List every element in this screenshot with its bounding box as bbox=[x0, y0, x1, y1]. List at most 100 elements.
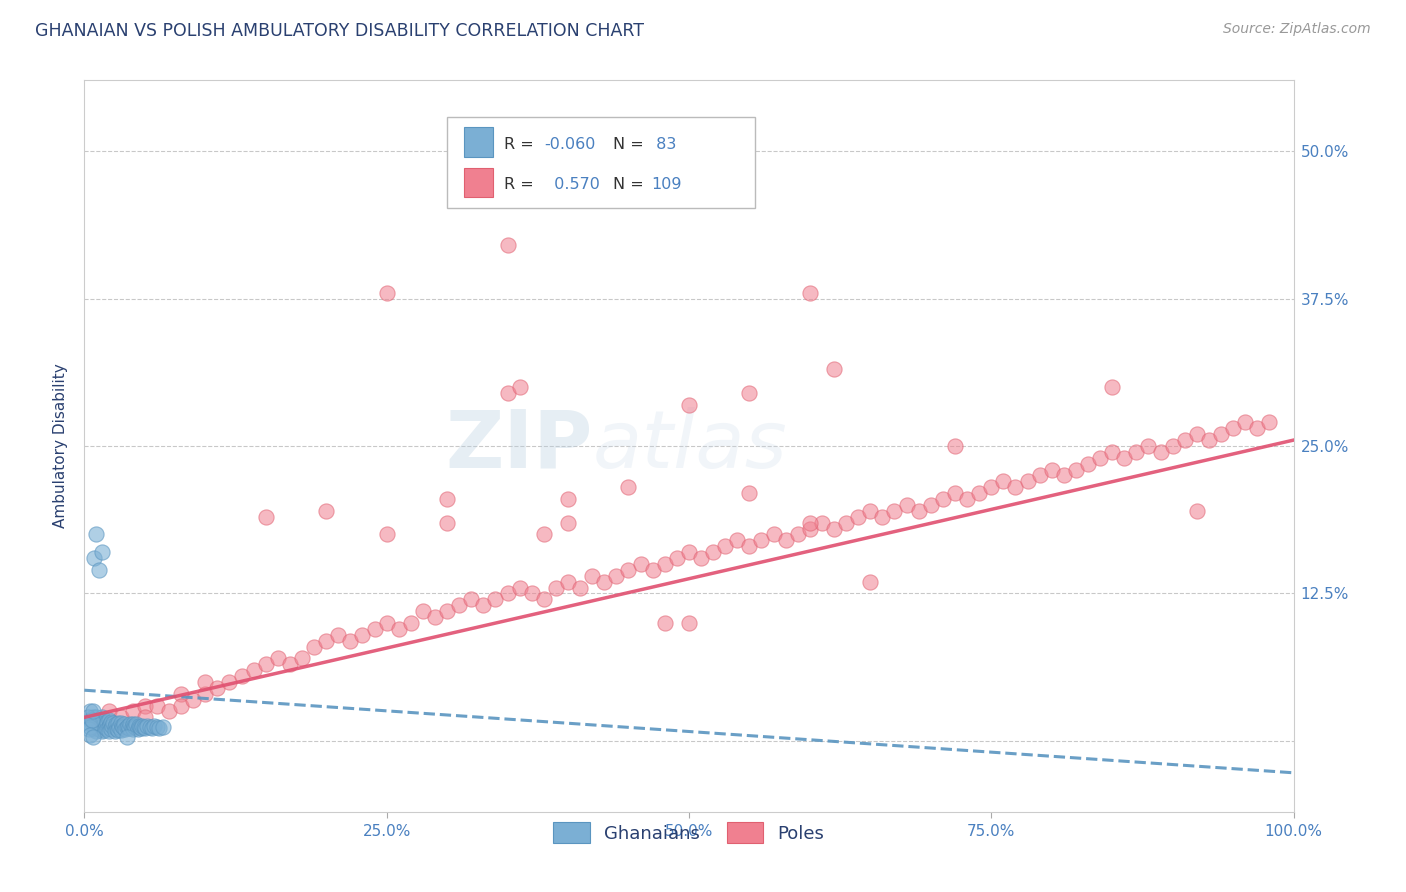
Point bbox=[328, 628, 350, 642]
Point bbox=[678, 545, 700, 559]
Point bbox=[80, 716, 103, 731]
Point bbox=[1209, 427, 1232, 442]
Point bbox=[143, 718, 166, 732]
Point bbox=[665, 551, 688, 566]
Text: -0.060: -0.060 bbox=[544, 136, 595, 152]
Point bbox=[83, 551, 105, 566]
Point bbox=[1149, 445, 1171, 459]
Point bbox=[302, 640, 325, 654]
Point bbox=[581, 568, 603, 582]
Text: 109: 109 bbox=[651, 177, 682, 192]
Text: 83: 83 bbox=[651, 136, 676, 152]
Point bbox=[859, 574, 882, 589]
Point bbox=[460, 592, 482, 607]
Point bbox=[86, 527, 108, 541]
Point bbox=[1101, 445, 1123, 459]
Point bbox=[786, 527, 808, 541]
Point bbox=[111, 718, 134, 732]
Point bbox=[194, 675, 217, 690]
Point bbox=[496, 238, 519, 252]
Legend: Ghanaians, Poles: Ghanaians, Poles bbox=[547, 815, 831, 850]
Text: GHANAIAN VS POLISH AMBULATORY DISABILITY CORRELATION CHART: GHANAIAN VS POLISH AMBULATORY DISABILITY… bbox=[35, 22, 644, 40]
Point bbox=[278, 657, 301, 672]
Point bbox=[97, 705, 120, 719]
Point bbox=[412, 604, 434, 618]
Point bbox=[811, 516, 834, 530]
Point bbox=[129, 720, 152, 734]
Point bbox=[315, 633, 337, 648]
Point bbox=[104, 720, 127, 734]
Point bbox=[775, 533, 797, 548]
Point bbox=[131, 718, 153, 732]
Point bbox=[883, 504, 905, 518]
Point bbox=[1185, 504, 1208, 518]
Point bbox=[1246, 421, 1268, 435]
Point bbox=[97, 720, 120, 734]
Point bbox=[79, 720, 101, 734]
Point bbox=[375, 527, 398, 541]
Point bbox=[617, 480, 640, 494]
Point bbox=[846, 509, 869, 524]
Point bbox=[254, 509, 277, 524]
Point bbox=[1161, 439, 1184, 453]
Point bbox=[91, 724, 114, 739]
Point bbox=[86, 710, 108, 724]
Point bbox=[100, 722, 122, 736]
Point bbox=[107, 723, 129, 738]
Point bbox=[141, 721, 163, 735]
Point bbox=[93, 716, 115, 731]
Point bbox=[751, 533, 773, 548]
Point bbox=[557, 574, 579, 589]
Point bbox=[557, 516, 579, 530]
Point bbox=[956, 492, 979, 507]
Point bbox=[121, 720, 143, 734]
Point bbox=[118, 721, 141, 735]
Point bbox=[896, 498, 918, 512]
Point bbox=[557, 492, 579, 507]
Point bbox=[1185, 427, 1208, 442]
Point bbox=[678, 398, 700, 412]
Point bbox=[436, 604, 458, 618]
Point bbox=[1028, 468, 1050, 483]
Point bbox=[91, 545, 114, 559]
Point bbox=[125, 717, 148, 731]
Point bbox=[80, 713, 103, 727]
Point bbox=[231, 669, 253, 683]
Point bbox=[799, 522, 821, 536]
Point bbox=[91, 710, 114, 724]
Point bbox=[799, 285, 821, 300]
Point bbox=[84, 720, 107, 734]
Point bbox=[509, 380, 531, 394]
Point bbox=[690, 551, 713, 566]
Point bbox=[218, 675, 240, 690]
Point bbox=[339, 633, 361, 648]
Point bbox=[82, 731, 104, 745]
Point bbox=[170, 687, 193, 701]
Text: atlas: atlas bbox=[592, 407, 787, 485]
Point bbox=[859, 504, 882, 518]
Point bbox=[1017, 475, 1039, 489]
Point bbox=[375, 615, 398, 630]
Point bbox=[980, 480, 1002, 494]
Point bbox=[86, 716, 108, 731]
Point bbox=[472, 599, 495, 613]
Point bbox=[87, 563, 110, 577]
Point bbox=[82, 710, 104, 724]
Point bbox=[134, 721, 156, 735]
Point bbox=[654, 615, 676, 630]
Point bbox=[121, 722, 143, 736]
Point bbox=[315, 504, 337, 518]
Point bbox=[363, 622, 385, 636]
Point bbox=[762, 527, 785, 541]
Point bbox=[100, 714, 122, 729]
Point bbox=[86, 724, 108, 739]
Point bbox=[108, 720, 131, 734]
Point bbox=[115, 731, 138, 745]
Text: R =: R = bbox=[503, 177, 538, 192]
Text: Source: ZipAtlas.com: Source: ZipAtlas.com bbox=[1223, 22, 1371, 37]
Point bbox=[1222, 421, 1244, 435]
Point bbox=[993, 475, 1015, 489]
Point bbox=[104, 717, 127, 731]
Point bbox=[105, 722, 128, 736]
Point bbox=[678, 615, 700, 630]
